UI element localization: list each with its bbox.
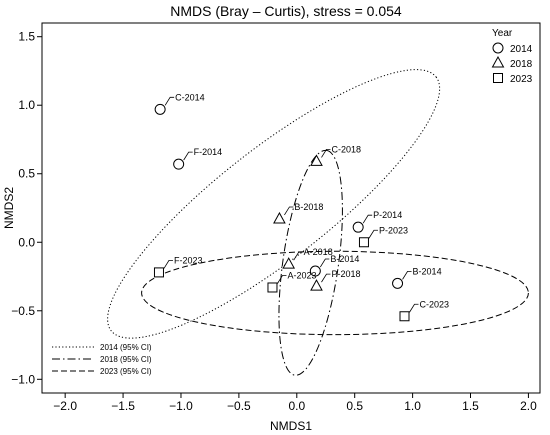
y-tick-label: 1.5	[18, 30, 35, 44]
data-point: A-2018	[282, 247, 333, 269]
x-tick-label: −0.5	[227, 399, 251, 413]
point-label: P-2023	[379, 225, 408, 235]
marker-circle	[392, 277, 404, 289]
ellipse-2014	[107, 69, 441, 339]
ellipse-2018	[278, 149, 343, 376]
label-leader	[277, 275, 287, 284]
marker-square	[358, 237, 369, 248]
x-tick-label: 2.0	[520, 399, 537, 413]
marker-triangle	[491, 55, 505, 68]
year-legend: Year 2014 2018 2023	[491, 28, 533, 85]
point-label: B-2014	[413, 266, 442, 276]
label-leader	[402, 270, 412, 280]
data-point: C-2014	[154, 92, 205, 115]
label-leader	[164, 96, 175, 106]
data-point: B-2018	[273, 202, 323, 224]
point-label: B-2018	[294, 202, 323, 212]
year-legend-label: 2014	[510, 44, 533, 55]
y-tick-label: 0.5	[18, 167, 35, 181]
label-leader	[163, 260, 173, 269]
label-leader	[293, 251, 303, 261]
x-tick-label: 0.0	[288, 399, 305, 413]
y-tick-label: 0.0	[18, 235, 35, 249]
plot-area	[41, 22, 541, 394]
x-tick-label: 1.5	[462, 399, 479, 413]
label-leader	[321, 149, 331, 158]
ci-legend-label: 2014 (95% CI)	[100, 343, 152, 352]
point-label: F-2014	[194, 147, 223, 157]
label-leader	[362, 214, 373, 224]
marker-circle	[492, 42, 504, 54]
data-point: P-2023	[358, 225, 408, 248]
year-legend-label: 2018	[510, 59, 533, 70]
data-points: C-2014 F-2014 P-2014 B-2014 B-2014 C-2018 B-20…	[153, 92, 449, 322]
point-label: P-2014	[373, 210, 402, 220]
y-tick-label: −0.5	[11, 304, 35, 318]
data-point: A-2023	[267, 270, 317, 293]
y-axis-title: NMDS2	[2, 187, 16, 229]
label-leader	[319, 258, 330, 268]
marker-circle	[352, 221, 364, 233]
y-axis: −1.0 −0.5 0.0 0.5 1.0 1.5	[11, 30, 42, 386]
x-tick-label: −2.0	[53, 399, 77, 413]
confidence-ellipses	[107, 69, 529, 376]
marker-square	[153, 267, 164, 278]
point-label: A-2018	[304, 247, 333, 257]
x-axis: −2.0 −1.5 −1.0 −0.5 0.0 0.5 1.0 1.5 2.0	[53, 393, 537, 413]
marker-circle	[173, 158, 185, 170]
label-leader	[409, 303, 419, 313]
marker-triangle	[310, 279, 323, 291]
x-axis-title: NMDS1	[270, 419, 312, 433]
label-leader	[321, 273, 331, 283]
data-point: B-2014	[392, 266, 442, 289]
x-tick-label: −1.0	[169, 399, 193, 413]
marker-triangle	[273, 211, 286, 224]
ci-legend: 2014 (95% CI) 2018 (95% CI) 2023 (95% CI)	[52, 343, 152, 376]
data-point: P-2018	[310, 269, 361, 291]
point-label: B-2014	[330, 254, 359, 264]
data-point: C-2023	[399, 299, 449, 322]
point-label: C-2023	[419, 299, 449, 309]
label-leader	[183, 151, 193, 161]
ellipse-2023	[141, 250, 529, 336]
point-label: C-2018	[331, 144, 361, 154]
label-leader	[368, 229, 378, 239]
marker-triangle	[282, 257, 296, 269]
chart-title: NMDS (Bray – Curtis), stress = 0.054	[170, 3, 402, 19]
x-tick-label: 0.5	[346, 399, 363, 413]
data-point: P-2014	[352, 210, 402, 233]
point-label: A-2023	[287, 270, 316, 280]
data-point: F-2023	[153, 255, 203, 278]
ci-legend-label: 2018 (95% CI)	[100, 355, 152, 364]
marker-circle	[154, 103, 166, 115]
marker-circle	[309, 265, 321, 277]
marker-triangle	[310, 154, 323, 166]
marker-square	[267, 282, 278, 293]
year-legend-title: Year	[492, 28, 513, 39]
ci-legend-label: 2023 (95% CI)	[100, 367, 152, 376]
y-tick-label: −1.0	[11, 372, 35, 386]
point-label: F-2023	[174, 255, 203, 265]
data-point: C-2018	[310, 144, 361, 166]
x-tick-label: −1.5	[111, 399, 135, 413]
marker-square	[399, 311, 410, 322]
data-point: F-2014	[173, 147, 223, 170]
point-label: P-2018	[331, 269, 360, 279]
year-legend-label: 2023	[510, 74, 533, 85]
x-tick-label: 1.0	[404, 399, 421, 413]
y-tick-label: 1.0	[18, 98, 35, 112]
point-label: C-2014	[175, 92, 205, 102]
label-leader	[284, 206, 294, 216]
data-point: B-2014	[309, 254, 359, 277]
marker-square	[493, 73, 503, 83]
